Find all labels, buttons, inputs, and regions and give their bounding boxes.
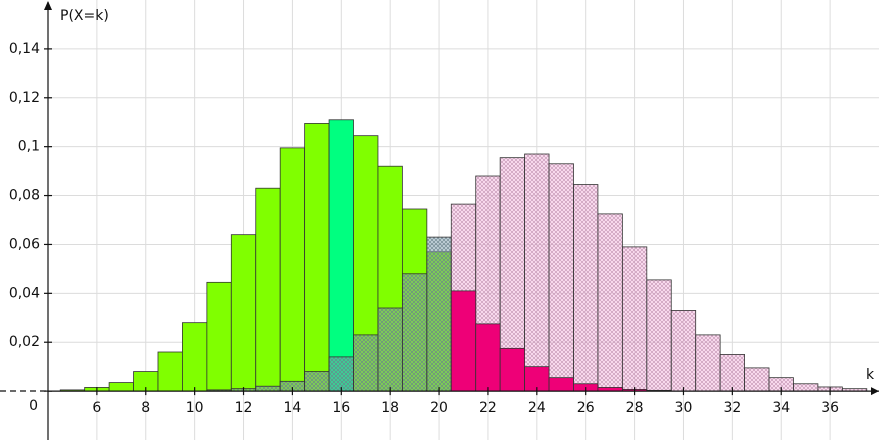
bar [548,377,574,392]
y-tick-label: 0,02 [9,334,40,350]
bar [426,236,452,392]
x-tick-label: 32 [723,400,741,416]
bar [377,307,403,392]
bar [206,281,232,392]
x-tick-label: 20 [430,400,448,416]
y-tick-label: 0,12 [9,90,40,106]
x-tick-label: 22 [479,400,497,416]
bar [328,119,354,392]
bar [108,382,134,392]
bar [255,187,281,392]
y-tick-label: 0,1 [18,139,40,155]
bar [328,356,354,392]
x-tick-label: 16 [332,400,350,416]
y-tick-label: 0,14 [9,41,40,57]
bar [621,246,648,392]
bar [548,163,574,392]
y-tick-label: 0,08 [9,188,40,204]
x-tick-label: 6 [92,400,101,416]
bar [573,184,599,392]
bar [182,322,208,392]
y-axis-label: P(X=k) [60,8,109,24]
x-tick-label: 34 [772,400,790,416]
x-tick-label: 10 [186,400,204,416]
bar [279,147,306,392]
bar [646,279,672,392]
y-axis-arrow [44,1,52,10]
x-tick-label: 30 [675,400,693,416]
bar [450,290,477,392]
bar [744,367,770,392]
x-tick-label: 24 [528,400,546,416]
bar [597,213,623,392]
bar [793,383,819,392]
bar [255,385,281,392]
bar [304,123,330,392]
bar [695,334,721,392]
y-tick-label: 0 [29,398,38,414]
bar [670,310,697,392]
x-tick-label: 12 [235,400,253,416]
bar [230,234,257,392]
x-tick-label: 36 [821,400,839,416]
bar [157,351,183,392]
bar [524,153,550,392]
bar [499,347,526,392]
x-tick-label: 14 [283,400,301,416]
x-tick-label: 8 [141,400,150,416]
bar [719,354,745,392]
bar [401,273,428,392]
x-tick-label: 28 [626,400,644,416]
x-tick-label: 26 [577,400,595,416]
x-axis-arrow [871,387,879,396]
bar [524,366,550,392]
bar [304,371,330,392]
x-axis-label: k [866,367,875,383]
x-tick-label: 18 [381,400,399,416]
y-tick-label: 0,04 [9,285,40,301]
y-tick-label: 0,06 [9,236,40,252]
bar [475,323,501,392]
bar [353,334,379,392]
